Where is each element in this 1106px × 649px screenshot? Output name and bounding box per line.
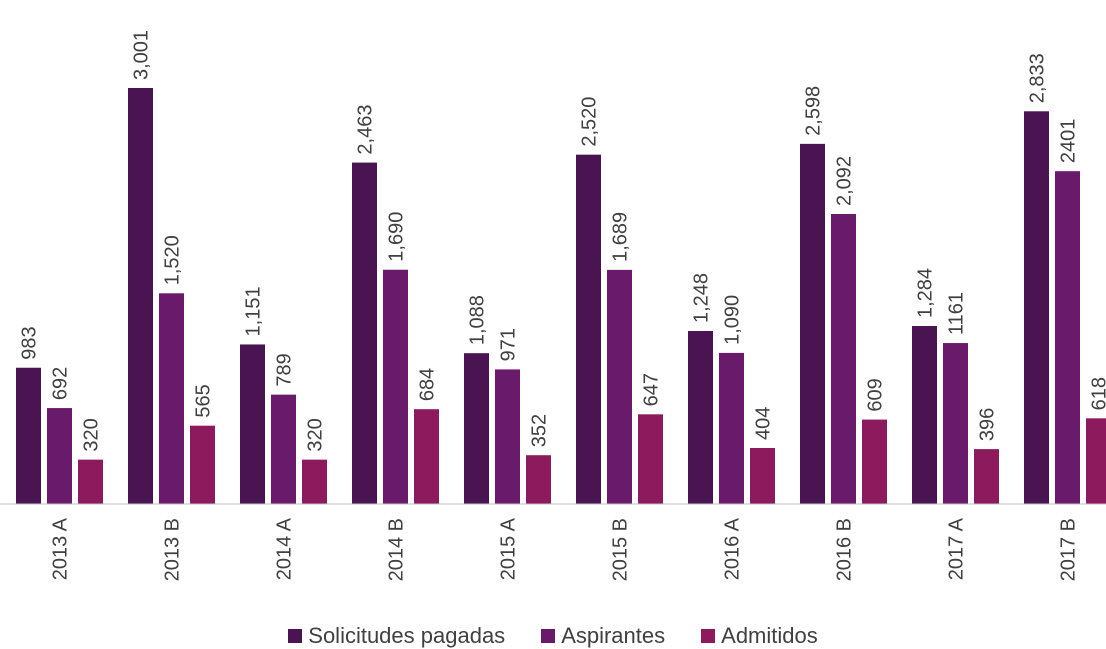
- bars-group: [16, 88, 1106, 504]
- legend-item-solicitudes: Solicitudes pagadas: [288, 623, 505, 649]
- value-label-aspirantes-2014-a: 789: [274, 353, 296, 386]
- bar-admitidos-2016-b: [862, 420, 887, 504]
- legend-label: Aspirantes: [561, 623, 665, 649]
- bar-solicitudes-pagadas-2015-b: [576, 155, 601, 504]
- category-label-2014-b: 2014 B: [386, 518, 408, 581]
- value-label-admitidos-2014-b: 684: [417, 368, 439, 401]
- legend-swatch: [288, 629, 302, 643]
- bar-solicitudes-pagadas-2013-b: [128, 88, 153, 504]
- bar-solicitudes-pagadas-2017-a: [912, 326, 937, 504]
- value-label-solicitudes-pagadas-2017-a: 1,284: [915, 268, 937, 318]
- bar-aspirantes-2017-b: [1055, 171, 1080, 504]
- value-label-solicitudes-pagadas-2014-a: 1,151: [243, 286, 265, 336]
- bar-chart: 983 692 320 3,001 1,520 565 1,151 789 320 2,463 1,…: [0, 0, 1106, 620]
- value-label-solicitudes-pagadas-2015-a: 1,088: [467, 295, 489, 345]
- bar-aspirantes-2016-b: [831, 214, 856, 504]
- category-label-2014-a: 2014 A: [274, 517, 296, 580]
- value-label-solicitudes-pagadas-2015-b: 2,520: [579, 97, 601, 147]
- value-label-admitidos-2015-a: 352: [529, 414, 551, 447]
- bar-solicitudes-pagadas-2014-a: [240, 344, 265, 504]
- value-label-aspirantes-2013-b: 1,520: [162, 235, 184, 285]
- bar-solicitudes-pagadas-2017-b: [1024, 111, 1049, 504]
- bar-admitidos-2015-a: [526, 455, 551, 504]
- value-label-aspirantes-2015-a: 971: [498, 328, 520, 361]
- value-label-admitidos-2016-b: 609: [865, 378, 887, 411]
- bar-admitidos-2017-b: [1086, 418, 1106, 504]
- value-label-solicitudes-pagadas-2014-b: 2,463: [355, 105, 377, 155]
- category-labels-group: 2013 A 2013 B 2014 A 2014 B 2015 A 2015 B 2016…: [50, 517, 1080, 581]
- bar-solicitudes-pagadas-2014-b: [352, 163, 377, 504]
- category-label-2015-a: 2015 A: [498, 517, 520, 580]
- category-label-2017-b: 2017 B: [1058, 518, 1080, 581]
- legend-item-admitidos: Admitidos: [701, 623, 818, 649]
- legend-label: Solicitudes pagadas: [308, 623, 505, 649]
- bar-aspirantes-2016-a: [719, 353, 744, 504]
- value-label-admitidos-2016-a: 404: [753, 407, 775, 440]
- category-label-2013-a: 2013 A: [50, 517, 72, 580]
- value-label-admitidos-2015-b: 647: [641, 373, 663, 406]
- bar-admitidos-2016-a: [750, 448, 775, 504]
- bar-solicitudes-pagadas-2016-b: [800, 144, 825, 504]
- category-label-2016-a: 2016 A: [722, 517, 744, 580]
- legend: Solicitudes pagadas Aspirantes Admitidos: [0, 624, 1106, 648]
- bar-admitidos-2014-a: [302, 460, 327, 504]
- bar-solicitudes-pagadas-2013-a: [16, 368, 41, 504]
- legend-swatch: [701, 629, 715, 643]
- legend-label: Admitidos: [721, 623, 818, 649]
- value-label-solicitudes-pagadas-2016-a: 1,248: [691, 273, 713, 323]
- bar-solicitudes-pagadas-2015-a: [464, 353, 489, 504]
- bar-aspirantes-2014-b: [383, 270, 408, 504]
- value-label-admitidos-2014-a: 320: [305, 418, 327, 451]
- category-label-2013-b: 2013 B: [162, 518, 184, 581]
- bar-aspirantes-2017-a: [943, 343, 968, 504]
- bar-aspirantes-2013-a: [47, 408, 72, 504]
- legend-item-aspirantes: Aspirantes: [541, 623, 665, 649]
- value-label-aspirantes-2016-a: 1,090: [722, 295, 744, 345]
- category-label-2016-b: 2016 B: [834, 518, 856, 581]
- value-label-aspirantes-2017-a: 1161: [946, 292, 968, 335]
- value-label-admitidos-2017-b: 618: [1089, 377, 1106, 410]
- bar-admitidos-2014-b: [414, 409, 439, 504]
- value-label-admitidos-2013-b: 565: [193, 384, 215, 417]
- value-label-aspirantes-2016-b: 2,092: [834, 156, 856, 206]
- bar-admitidos-2013-b: [190, 426, 215, 504]
- value-label-admitidos-2013-a: 320: [81, 418, 103, 451]
- bar-aspirantes-2013-b: [159, 293, 184, 504]
- value-label-admitidos-2017-a: 396: [977, 408, 999, 441]
- bar-admitidos-2017-a: [974, 449, 999, 504]
- value-label-aspirantes-2014-b: 1,690: [386, 212, 408, 262]
- value-label-solicitudes-pagadas-2013-a: 983: [19, 326, 41, 359]
- value-label-aspirantes-2015-b: 1,689: [610, 212, 632, 262]
- legend-swatch: [541, 629, 555, 643]
- bar-solicitudes-pagadas-2016-a: [688, 331, 713, 504]
- category-label-2017-a: 2017 A: [946, 517, 968, 580]
- value-label-solicitudes-pagadas-2013-b: 3,001: [131, 30, 153, 80]
- bar-aspirantes-2015-a: [495, 369, 520, 504]
- bar-aspirantes-2014-a: [271, 395, 296, 504]
- value-label-aspirantes-2017-b: 2401: [1058, 119, 1080, 164]
- bar-admitidos-2015-b: [638, 414, 663, 504]
- value-label-solicitudes-pagadas-2017-b: 2,833: [1027, 53, 1049, 103]
- bar-aspirantes-2015-b: [607, 270, 632, 504]
- bar-admitidos-2013-a: [78, 460, 103, 504]
- value-label-solicitudes-pagadas-2016-b: 2,598: [803, 86, 825, 136]
- category-label-2015-b: 2015 B: [610, 518, 632, 581]
- value-label-aspirantes-2013-a: 692: [50, 367, 72, 400]
